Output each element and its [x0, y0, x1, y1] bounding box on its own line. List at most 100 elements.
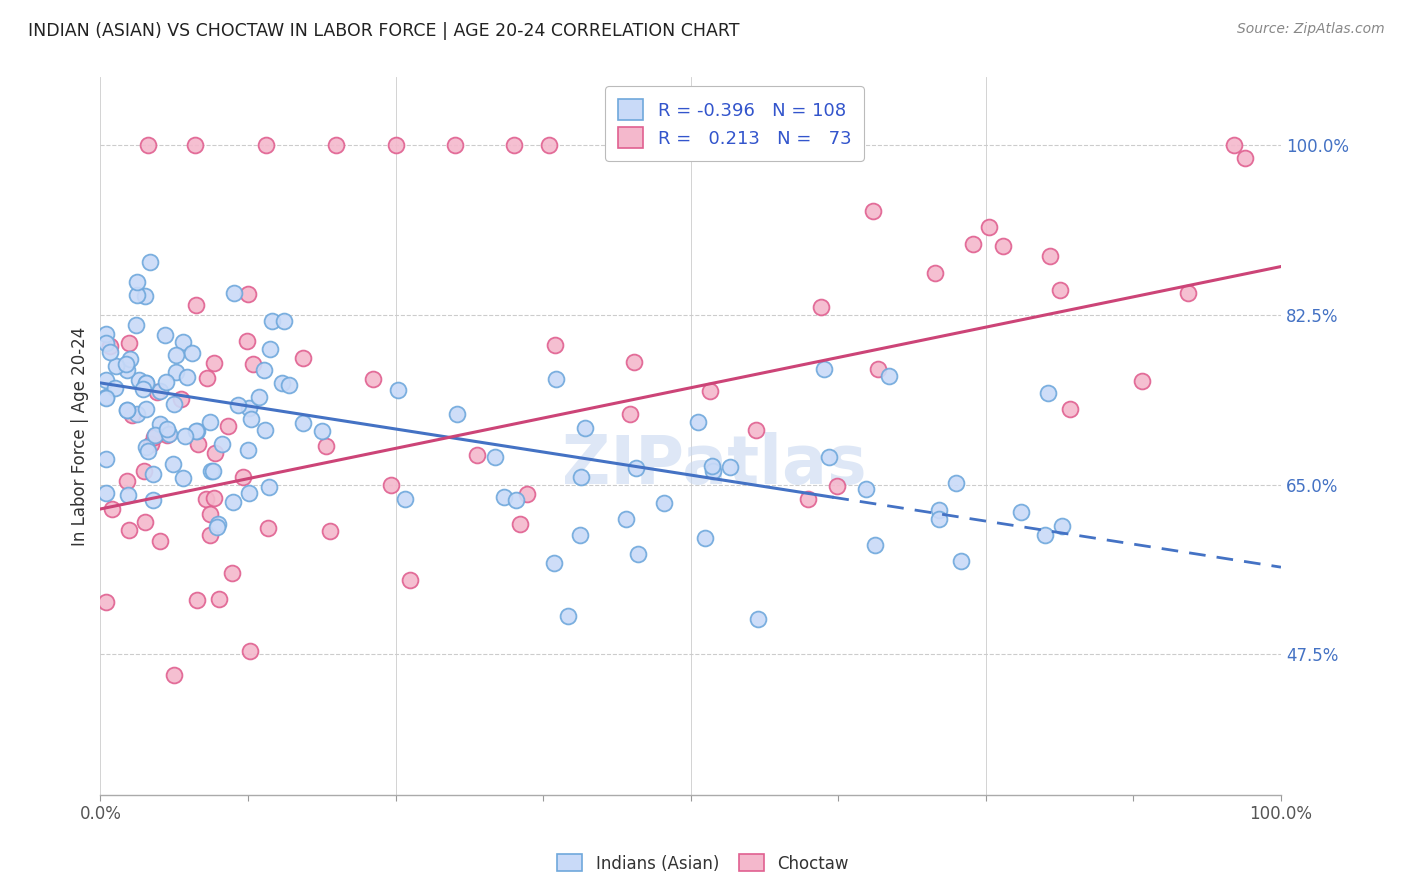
Point: [156, 422, 179, 436]
Point: [96, 336, 118, 351]
Point: [652, 496, 675, 510]
Point: [977, 219, 1000, 234]
Point: [186, 425, 208, 439]
Point: [239, 644, 262, 658]
Point: [962, 237, 984, 252]
Point: [195, 371, 218, 385]
Point: [115, 402, 138, 417]
Point: [115, 363, 138, 377]
Point: [135, 401, 157, 416]
Point: [132, 382, 155, 396]
Point: [813, 362, 835, 376]
Point: [135, 440, 157, 454]
Point: [695, 531, 717, 545]
Point: [623, 355, 645, 369]
Point: [96, 595, 118, 609]
Point: [384, 138, 406, 153]
Point: [165, 365, 187, 379]
Point: [134, 464, 156, 478]
Point: [115, 358, 138, 372]
Point: [180, 346, 202, 360]
Point: [186, 592, 208, 607]
Point: [228, 398, 250, 412]
Point: [238, 287, 260, 301]
Point: [134, 515, 156, 529]
Point: [170, 392, 193, 407]
Point: [855, 482, 877, 496]
Point: [745, 423, 768, 437]
Point: [252, 362, 274, 376]
Point: [557, 608, 579, 623]
Point: [98, 345, 121, 359]
Point: [149, 534, 172, 549]
Point: [1177, 285, 1199, 300]
Text: ZIPatlas: ZIPatlas: [562, 432, 866, 498]
Point: [118, 523, 141, 537]
Point: [184, 424, 207, 438]
Point: [222, 286, 245, 301]
Point: [699, 384, 721, 399]
Point: [125, 275, 148, 289]
Point: [207, 517, 229, 532]
Point: [127, 288, 149, 302]
Point: [142, 493, 165, 508]
Point: [98, 339, 121, 353]
Point: [825, 479, 848, 493]
Text: INDIAN (ASIAN) VS CHOCTAW IN LABOR FORCE | AGE 20-24 CORRELATION CHART: INDIAN (ASIAN) VS CHOCTAW IN LABOR FORCE…: [28, 22, 740, 40]
Point: [204, 445, 226, 459]
Point: [96, 372, 118, 386]
Point: [115, 475, 138, 489]
Point: [928, 503, 950, 517]
Point: [211, 437, 233, 451]
Point: [172, 471, 194, 485]
Point: [101, 502, 124, 516]
Point: [139, 436, 162, 450]
Point: [868, 362, 890, 376]
Text: Source: ZipAtlas.com: Source: ZipAtlas.com: [1237, 22, 1385, 37]
Point: [96, 486, 118, 500]
Point: [104, 381, 127, 395]
Point: [187, 437, 209, 451]
Point: [143, 430, 166, 444]
Point: [222, 494, 245, 508]
Point: [96, 327, 118, 342]
Point: [502, 138, 524, 153]
Point: [292, 416, 315, 430]
Point: [619, 407, 641, 421]
Point: [718, 460, 741, 475]
Point: [465, 448, 488, 462]
Point: [924, 266, 946, 280]
Point: [198, 528, 221, 542]
Point: [862, 203, 884, 218]
Point: [569, 528, 592, 542]
Point: [863, 538, 886, 552]
Point: [195, 491, 218, 506]
Point: [1010, 505, 1032, 519]
Point: [1036, 386, 1059, 401]
Point: [165, 348, 187, 362]
Point: [117, 487, 139, 501]
Point: [121, 409, 143, 423]
Point: [543, 338, 565, 352]
Point: [143, 428, 166, 442]
Point: [236, 443, 259, 458]
Point: [1222, 138, 1244, 153]
Point: [236, 334, 259, 348]
Point: [262, 314, 284, 328]
Point: [146, 385, 169, 400]
Point: [747, 612, 769, 626]
Point: [387, 384, 409, 398]
Point: [96, 452, 118, 467]
Point: [104, 359, 127, 374]
Point: [484, 450, 506, 465]
Point: [1059, 402, 1081, 417]
Point: [156, 428, 179, 442]
Point: [1033, 528, 1056, 542]
Point: [688, 415, 710, 429]
Point: [1050, 518, 1073, 533]
Point: [96, 391, 118, 405]
Point: [702, 459, 724, 474]
Point: [184, 298, 207, 312]
Point: [254, 423, 277, 437]
Point: [201, 464, 224, 478]
